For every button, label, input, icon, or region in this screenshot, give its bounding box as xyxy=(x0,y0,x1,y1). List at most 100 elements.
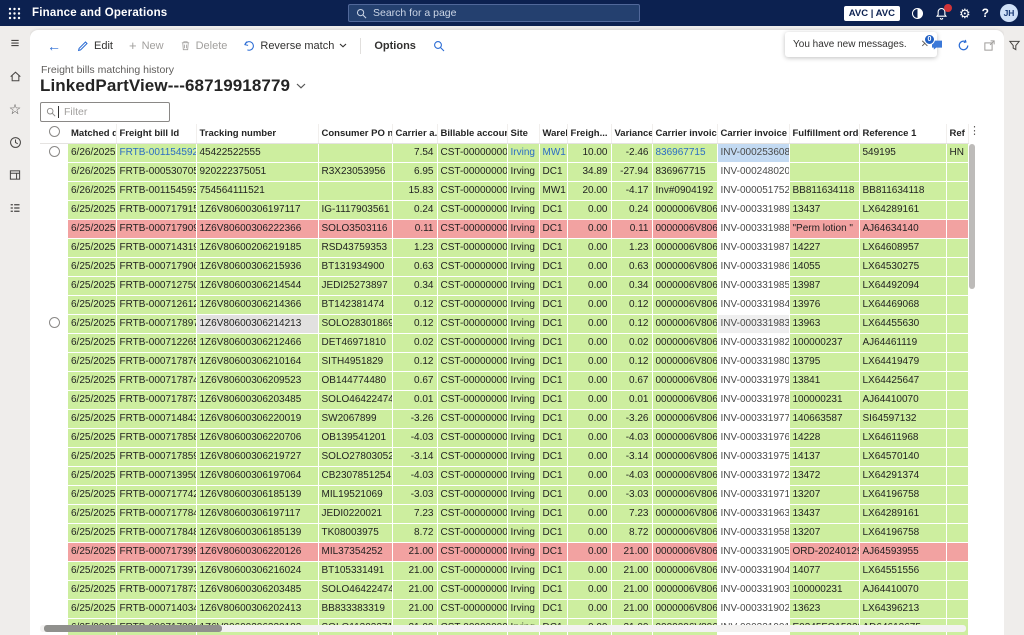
column-options-kebab-icon[interactable]: ⋮ xyxy=(969,126,978,137)
cell-camt[interactable]: 7.54 xyxy=(392,143,437,162)
delete-button[interactable]: Delete xyxy=(173,36,235,56)
cell-site[interactable]: Irving xyxy=(507,428,539,447)
cell-date[interactable]: 6/25/2025 xyxy=(68,561,116,580)
cell-invline[interactable]: INV-000331988 xyxy=(717,219,789,238)
open-in-new-window-icon[interactable] xyxy=(983,39,996,52)
cell-tracking[interactable]: 1Z6V80600306197117 xyxy=(196,504,318,523)
cell-invline[interactable]: INV-000331987 xyxy=(717,238,789,257)
workspaces-icon[interactable] xyxy=(4,165,26,185)
cell-site[interactable]: Irving xyxy=(507,200,539,219)
column-header-camt[interactable]: Carrier a... xyxy=(392,124,437,143)
column-header-variance[interactable]: Variance xyxy=(611,124,652,143)
cell-ref1[interactable] xyxy=(859,162,946,181)
cell-camt[interactable]: 0.11 xyxy=(392,219,437,238)
cell-fulfill[interactable]: 14055 xyxy=(789,257,859,276)
cell-camt[interactable]: 0.34 xyxy=(392,276,437,295)
cell-date[interactable]: 6/25/2025 xyxy=(68,371,116,390)
cell-freight[interactable]: 0.00 xyxy=(567,371,611,390)
cell-freight[interactable]: 0.00 xyxy=(567,580,611,599)
cell-inv[interactable]: 0000006V80600... xyxy=(652,371,717,390)
cell-po[interactable]: MIL37354252 xyxy=(318,542,392,561)
cell-fulfill[interactable]: 14137 xyxy=(789,447,859,466)
table-row[interactable]: 6/25/2025FRTB-0007177841Z6V8060030619711… xyxy=(40,504,968,523)
cell-date[interactable]: 6/25/2025 xyxy=(68,295,116,314)
cell-billable[interactable]: CST-000000008 xyxy=(437,333,507,352)
cell-wh[interactable]: DC1 xyxy=(539,466,567,485)
cell-po[interactable]: OB139541201 xyxy=(318,428,392,447)
cell-site[interactable]: Irving xyxy=(507,238,539,257)
app-launcher-icon[interactable] xyxy=(0,0,28,26)
column-header-billable[interactable]: Billable account xyxy=(437,124,507,143)
cell-tracking[interactable]: 1Z6V80600306222366 xyxy=(196,219,318,238)
cell-site[interactable]: Irving xyxy=(507,333,539,352)
column-header-freight[interactable]: Freigh... xyxy=(567,124,611,143)
cell-ref1[interactable]: AJ64461119 xyxy=(859,333,946,352)
cell-variance[interactable]: 0.12 xyxy=(611,314,652,333)
cell-wh[interactable]: DC1 xyxy=(539,219,567,238)
cell-inv[interactable]: 0000006V80600... xyxy=(652,333,717,352)
cell-tracking[interactable]: 1Z6V80600306214544 xyxy=(196,276,318,295)
cell-camt[interactable]: -3.03 xyxy=(392,485,437,504)
table-row[interactable]: 6/25/2025FRTB-0007179061Z6V8060030621593… xyxy=(40,257,968,276)
cell-invline[interactable]: INV-000331989 xyxy=(717,200,789,219)
table-row[interactable]: 6/25/2025FRTB-0007178971Z6V8060030621421… xyxy=(40,314,968,333)
cell-freight[interactable]: 0.00 xyxy=(567,523,611,542)
column-header-ref1[interactable]: Reference 1 xyxy=(859,124,946,143)
cell-billable[interactable]: CST-000000008 xyxy=(437,371,507,390)
cell-po[interactable]: DET46971810 xyxy=(318,333,392,352)
cell-site[interactable]: Irving xyxy=(507,352,539,371)
cell-invline[interactable]: INV-000331984 xyxy=(717,295,789,314)
cell-inv[interactable]: 0000006V80600... xyxy=(652,314,717,333)
vertical-scrollbar-thumb[interactable] xyxy=(969,144,975,289)
cell-ref1[interactable]: LX64291374 xyxy=(859,466,946,485)
cell-wh[interactable]: DC1 xyxy=(539,162,567,181)
cell-inv[interactable]: 0000006V80600... xyxy=(652,295,717,314)
column-header-inv[interactable]: Carrier invoice xyxy=(652,124,717,143)
cell-fbid[interactable]: FRTB-000717906 xyxy=(116,257,196,276)
cell-po[interactable]: BT142381474 xyxy=(318,295,392,314)
cell-inv[interactable]: 0000006V80600... xyxy=(652,542,717,561)
cell-fbid[interactable]: FRTB-000714034 xyxy=(116,599,196,618)
cell-fulfill[interactable]: BB811634118 xyxy=(789,181,859,200)
column-header-date[interactable]: Matched date xyxy=(68,124,116,143)
cell-camt[interactable]: -4.03 xyxy=(392,466,437,485)
cell-variance[interactable]: 21.00 xyxy=(611,599,652,618)
cell-inv[interactable]: 0000006V80600... xyxy=(652,257,717,276)
cell-po[interactable]: MIL19521069 xyxy=(318,485,392,504)
cell-ref2[interactable] xyxy=(946,200,968,219)
cell-wh[interactable]: DC1 xyxy=(539,504,567,523)
cell-date[interactable]: 6/25/2025 xyxy=(68,352,116,371)
cell-camt[interactable]: 6.95 xyxy=(392,162,437,181)
cell-billable[interactable]: CST-000000008 xyxy=(437,276,507,295)
cell-camt[interactable]: 7.23 xyxy=(392,504,437,523)
cell-fbid[interactable]: FRTB-000717876 xyxy=(116,352,196,371)
cell-inv[interactable]: 0000006V80600... xyxy=(652,200,717,219)
cell-variance[interactable]: 0.63 xyxy=(611,257,652,276)
cell-ref2[interactable] xyxy=(946,561,968,580)
row-selector[interactable] xyxy=(40,542,68,561)
cell-invline[interactable]: INV-000051752 xyxy=(717,181,789,200)
cell-freight[interactable]: 0.00 xyxy=(567,333,611,352)
cell-inv[interactable]: Inv#0904192 xyxy=(652,181,717,200)
cell-billable[interactable]: CST-000000008 xyxy=(437,219,507,238)
row-selector[interactable] xyxy=(40,162,68,181)
cell-fbid[interactable]: FRTB-000717897 xyxy=(116,314,196,333)
cell-variance[interactable]: 21.00 xyxy=(611,542,652,561)
cell-ref2[interactable] xyxy=(946,371,968,390)
column-header-fbid[interactable]: Freight bill Id xyxy=(116,124,196,143)
cell-camt[interactable]: 21.00 xyxy=(392,561,437,580)
row-selector[interactable] xyxy=(40,599,68,618)
cell-po[interactable]: IG-1117903561 xyxy=(318,200,392,219)
row-selector[interactable] xyxy=(40,143,68,162)
cell-inv[interactable]: 836967715 xyxy=(652,162,717,181)
cell-inv[interactable]: 0000006V80600... xyxy=(652,485,717,504)
row-selector[interactable] xyxy=(40,219,68,238)
row-selector[interactable] xyxy=(40,200,68,219)
cell-ref1[interactable]: LX64289161 xyxy=(859,504,946,523)
cell-fulfill[interactable]: 13987 xyxy=(789,276,859,295)
cell-ref2[interactable] xyxy=(946,447,968,466)
cell-date[interactable]: 6/26/2025 xyxy=(68,162,116,181)
cell-date[interactable]: 6/25/2025 xyxy=(68,542,116,561)
cell-po[interactable]: SOLO46422474 xyxy=(318,580,392,599)
